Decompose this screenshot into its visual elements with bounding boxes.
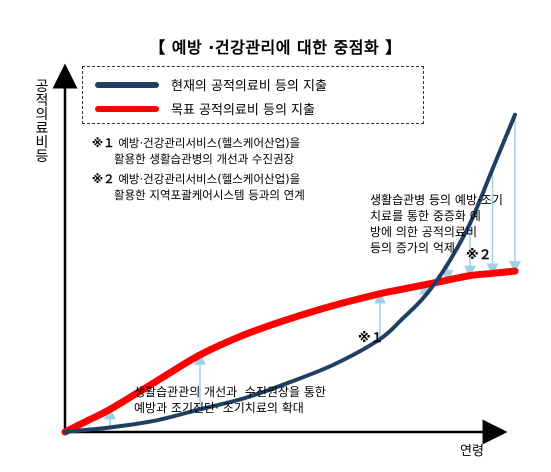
series-line-target bbox=[61, 267, 519, 436]
legend: 현재의 공적의료비 등의 지출 목표 공적의료비 등의 지출 bbox=[82, 66, 424, 124]
legend-swatch-target bbox=[95, 106, 159, 112]
note-2-mark: ※２ bbox=[92, 172, 115, 186]
legend-swatch-current bbox=[95, 82, 159, 88]
annotation-right: 생활습관병 등의 예방·조기 치료를 통한 중증화 예 방에 의한 공적의료비 … bbox=[370, 193, 503, 255]
note-1-mark: ※１ bbox=[92, 136, 115, 150]
marker-1: ※１ bbox=[358, 331, 384, 346]
series-line-current bbox=[63, 112, 517, 434]
marker-2: ※２ bbox=[466, 248, 492, 263]
note-2: ※２ 예방·건강관리서비스(헬스케어산업)을 활용한 지역포괄케어시스템 등과의… bbox=[92, 171, 305, 203]
note-2-line2: 활용한 지역포괄케어시스템 등과의 연계 bbox=[114, 188, 305, 202]
x-axis-label: 연령 bbox=[460, 444, 484, 459]
series-group bbox=[61, 112, 519, 436]
note-1: ※１ 예방·건강관리서비스(헬스케어산업)을 활용한 생활습관병의 개선과 수진… bbox=[92, 135, 300, 167]
legend-label-current: 현재의 공적의료비 등의 지출 bbox=[171, 79, 327, 94]
note-1-line2: 활용한 생활습관병의 개선과 수진권장 bbox=[114, 152, 295, 166]
legend-label-target: 목표 공적의료비 등의 지출 bbox=[171, 103, 315, 118]
chart-title: 【 예방 ·건강관리에 대한 중점화 】 bbox=[149, 38, 402, 57]
note-1-line1: 예방·건강관리서비스(헬스케어산업)을 bbox=[118, 136, 301, 150]
note-2-line1: 예방·건강관리서비스(헬스케어산업)을 bbox=[118, 172, 301, 186]
annotation-bottom: 생활습관관의 개선과 수진권장을 통한 예방과 조기진단· 조기치료의 확대 bbox=[134, 385, 326, 415]
y-axis-label: 공적의료비등 bbox=[35, 79, 49, 165]
